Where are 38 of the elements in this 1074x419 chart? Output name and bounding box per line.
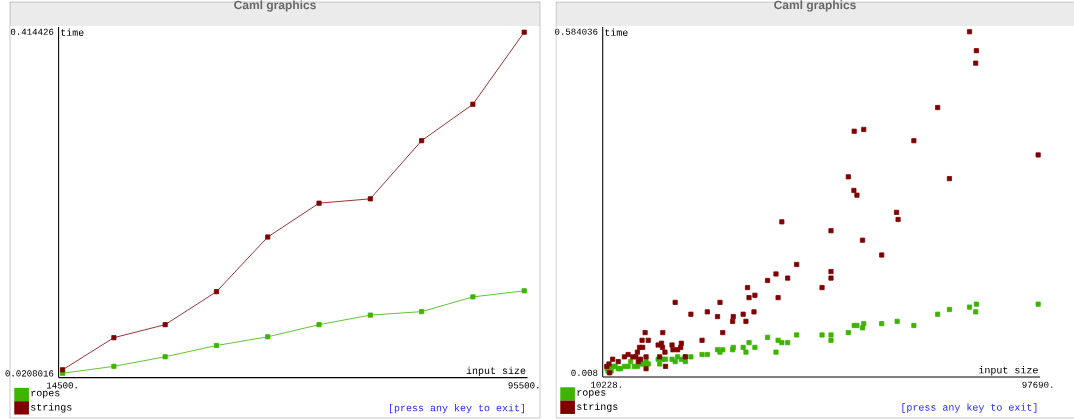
point [162, 354, 168, 360]
legend-label: strings [31, 403, 72, 413]
point [316, 200, 322, 206]
point [521, 288, 527, 294]
point [470, 294, 476, 300]
legend-label: ropes [577, 390, 606, 398]
chart-title: Caml graphics [234, 0, 316, 12]
x-tick-label: 97690. [1022, 381, 1053, 388]
point [111, 363, 117, 369]
legend-label: ropes [31, 390, 60, 399]
point [162, 322, 168, 328]
legend-label: strings [577, 402, 618, 412]
chart-title: Caml graphics [774, 0, 856, 12]
y-tick-label: 0.008 [571, 369, 598, 376]
point [470, 101, 476, 107]
text: [press any key to exit] [389, 403, 524, 414]
y-tick-label: 0.0208016 [5, 370, 54, 377]
point [367, 312, 373, 318]
point [367, 196, 373, 202]
point [419, 138, 425, 144]
text: [press any key to exit] [902, 403, 1037, 413]
x-tick-label: 95500. [508, 382, 539, 389]
point [419, 309, 425, 315]
y-tick-label: 0.414426 [10, 28, 54, 35]
x-axis-title: input size [466, 366, 526, 376]
x-tick-label: 10228. [591, 381, 621, 388]
point [213, 289, 219, 295]
point [111, 335, 117, 341]
point [265, 234, 271, 240]
y-tick-label: 0.584036 [555, 28, 598, 35]
x-tick-label: 14500. [46, 382, 77, 389]
point [265, 334, 271, 340]
x-axis-title: input size [979, 366, 1038, 376]
point [213, 342, 219, 349]
y-axis-title: time [605, 28, 628, 36]
y-axis-title: time [61, 28, 84, 36]
point [316, 322, 322, 328]
point [521, 29, 527, 35]
